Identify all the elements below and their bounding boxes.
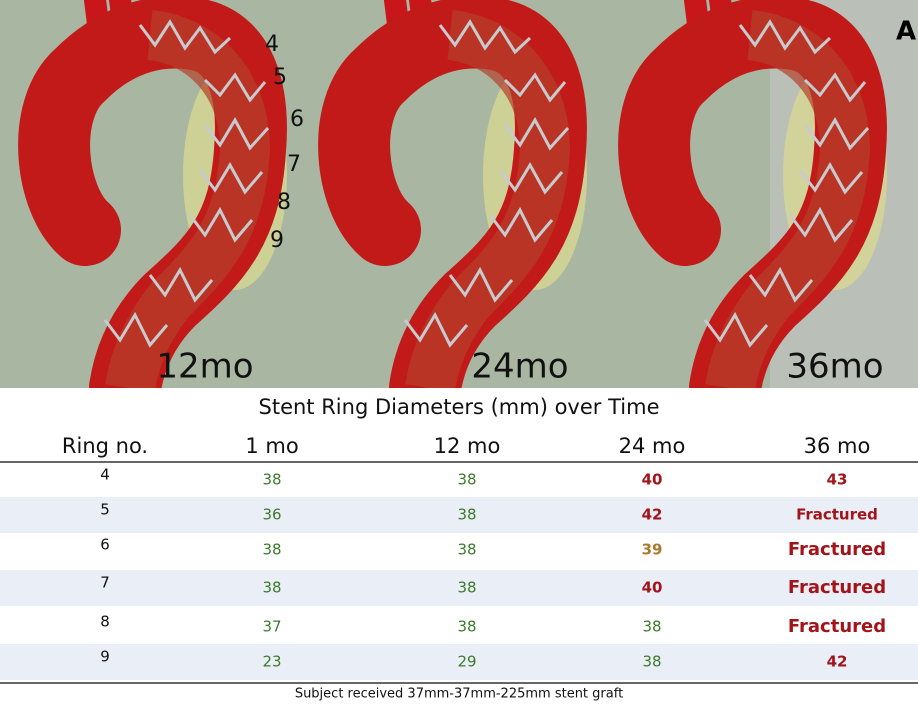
- cell-value: 38: [457, 541, 476, 559]
- cell-value: 38: [642, 618, 661, 636]
- column-header: Ring no.: [62, 434, 148, 458]
- footnote: Subject received 37mm-37mm-225mm stent g…: [295, 687, 623, 702]
- ring-number: 9: [100, 648, 110, 666]
- ring-number: 5: [100, 501, 110, 519]
- cell-value: Fractured: [788, 577, 886, 598]
- cell-value: 38: [457, 506, 476, 524]
- ring-number: 4: [100, 466, 110, 484]
- panel-label: A: [896, 17, 916, 47]
- cell-value: Fractured: [796, 506, 878, 524]
- cell-value: 40: [642, 471, 663, 489]
- ring-label: 6: [290, 107, 304, 132]
- cell-value: 23: [262, 653, 281, 671]
- column-header: 36 mo: [804, 434, 871, 458]
- time-label: 12mo: [156, 347, 253, 387]
- ring-label: 8: [277, 190, 291, 215]
- cell-value: 38: [262, 471, 281, 489]
- column-header: 1 mo: [245, 434, 298, 458]
- cell-value: 38: [457, 579, 476, 597]
- time-label: 24mo: [471, 347, 568, 387]
- column-header: 24 mo: [619, 434, 686, 458]
- cell-value: 40: [642, 579, 663, 597]
- ring-label: 7: [287, 152, 301, 177]
- cell-value: 38: [642, 653, 661, 671]
- cell-value: 38: [457, 471, 476, 489]
- cell-value: 36: [262, 506, 281, 524]
- cell-value: 29: [457, 653, 476, 671]
- ring-number: 8: [100, 613, 110, 631]
- cell-value: Fractured: [788, 539, 886, 560]
- cell-value: Fractured: [788, 616, 886, 637]
- cell-value: 43: [827, 471, 848, 489]
- table-title: Stent Ring Diameters (mm) over Time: [259, 395, 660, 419]
- cell-value: 42: [642, 506, 663, 524]
- row-band: [0, 570, 918, 606]
- row-band: [0, 644, 918, 680]
- cell-value: 38: [262, 541, 281, 559]
- cell-value: 37: [262, 618, 281, 636]
- ring-label: 5: [273, 65, 287, 90]
- cell-value: 38: [262, 579, 281, 597]
- column-header: 12 mo: [434, 434, 501, 458]
- cell-value: 38: [457, 618, 476, 636]
- ring-number: 6: [100, 536, 110, 554]
- ring-label: 9: [270, 228, 284, 253]
- cell-value: 42: [827, 653, 848, 671]
- ring-label: 4: [265, 32, 279, 57]
- row-band: [0, 497, 918, 533]
- time-label: 36mo: [786, 347, 883, 387]
- cell-value: 39: [642, 541, 663, 559]
- ring-number: 7: [100, 574, 110, 592]
